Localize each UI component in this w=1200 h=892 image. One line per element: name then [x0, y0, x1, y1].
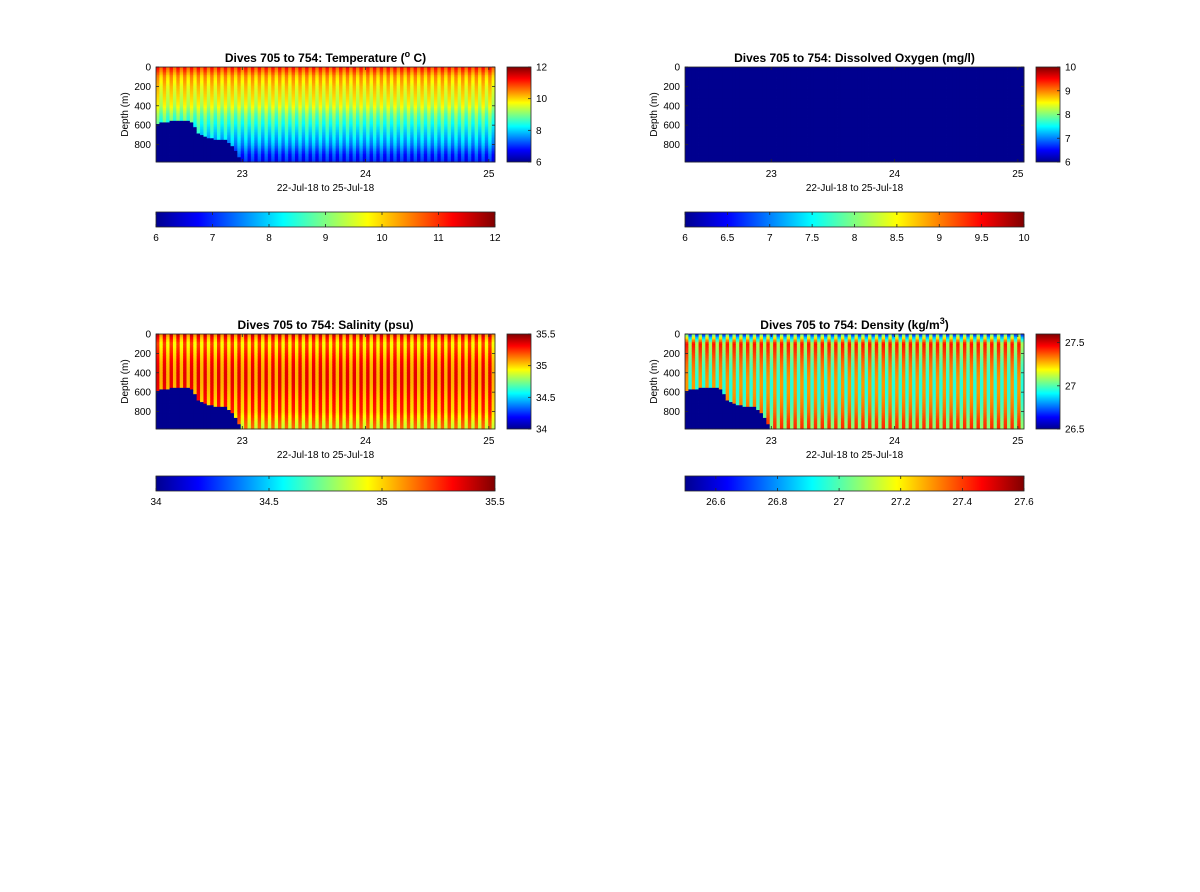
temperature-heatmap — [156, 67, 495, 162]
temperature-title: Dives 705 to 754: Temperature (o C) — [225, 49, 426, 65]
temperature-panel: Dives 705 to 754: Temperature (o C)02004… — [120, 49, 548, 244]
